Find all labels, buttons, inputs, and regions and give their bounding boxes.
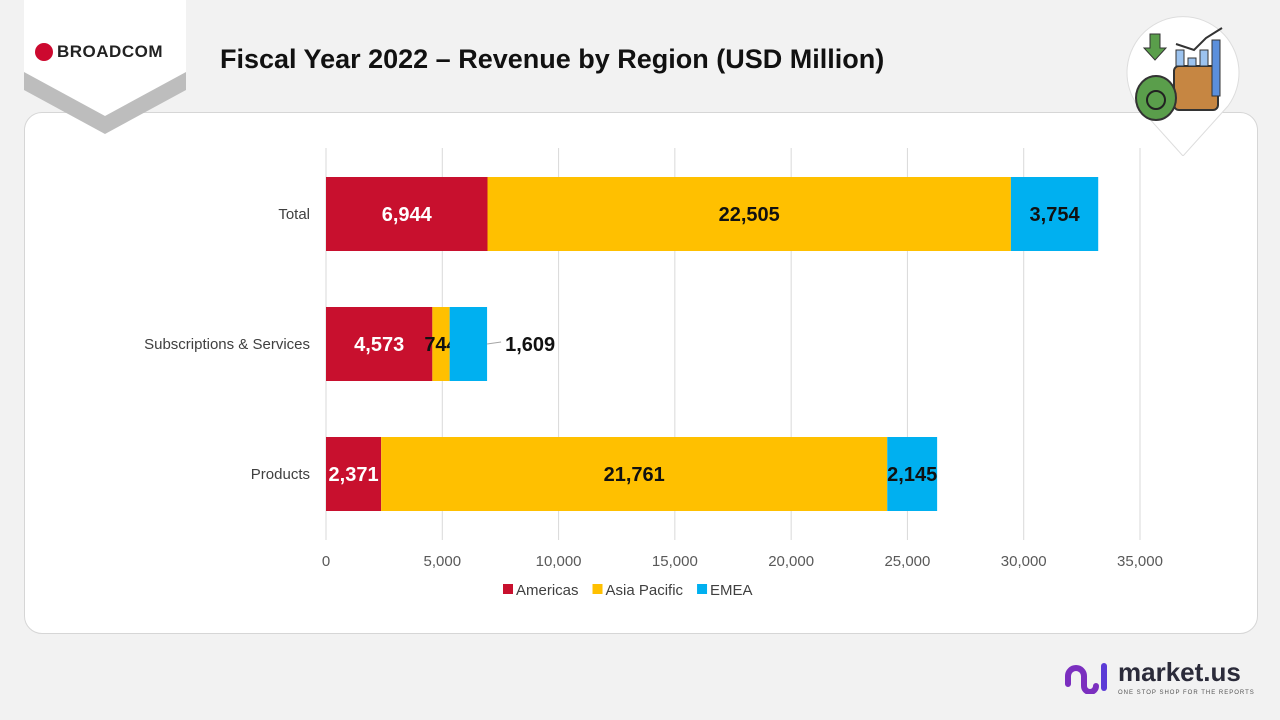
bar-segment-asia-pacific [432, 307, 450, 381]
bar-segment-americas [326, 437, 382, 511]
legend-label: Asia Pacific [606, 582, 684, 599]
bar-segment-emea [449, 307, 488, 381]
legend-label: EMEA [710, 582, 753, 599]
legend-swatch [503, 584, 513, 594]
legend-label: Americas [516, 582, 579, 599]
x-tick-label: 35,000 [1117, 553, 1163, 570]
data-label: 3,754 [1030, 204, 1081, 226]
x-tick-label: 0 [322, 553, 330, 570]
bar-segment-emea [1010, 177, 1099, 251]
market-us-logo: market.us ONE STOP SHOP FOR THE REPORTS [1064, 656, 1255, 698]
data-label: 2,371 [329, 464, 379, 486]
brand-name: BROADCOM [57, 42, 163, 61]
x-tick-label: 30,000 [1001, 553, 1047, 570]
bar-segment-americas [326, 307, 433, 381]
market-us-icon [1065, 663, 1107, 694]
x-tick-label: 15,000 [652, 553, 698, 570]
broadcom-icon [35, 43, 53, 61]
leader-line [487, 341, 502, 345]
data-label: 4,573 [354, 334, 404, 356]
category-label: Subscriptions & Services [144, 336, 310, 353]
bar-segment-asia-pacific [381, 437, 888, 511]
brand-badge [24, 0, 186, 134]
bar-segment-emea [887, 437, 938, 511]
bar-segment-asia-pacific [487, 177, 1011, 251]
x-tick-label: 20,000 [768, 553, 814, 570]
data-label: 6,944 [382, 204, 433, 226]
market-us-tagline: ONE STOP SHOP FOR THE REPORTS [1118, 690, 1255, 696]
data-label: 21,761 [604, 464, 665, 486]
legend-swatch [592, 584, 603, 594]
category-label: Total [278, 206, 310, 223]
data-label: 2,145 [887, 464, 937, 486]
x-tick-label: 5,000 [424, 553, 462, 570]
x-tick-label: 10,000 [536, 553, 582, 570]
legend-swatch [697, 584, 708, 594]
bar-segment-americas [326, 177, 488, 251]
broadcom-logo: BROADCOM [35, 42, 163, 62]
money-growth-icon [1126, 16, 1240, 156]
data-label: 22,505 [719, 204, 780, 226]
category-label: Products [251, 466, 310, 483]
data-label: 1,609 [505, 334, 555, 356]
x-tick-label: 25,000 [884, 553, 930, 570]
page-title: Fiscal Year 2022 – Revenue by Region (US… [220, 44, 885, 74]
market-us-name: market.us [1118, 657, 1241, 687]
